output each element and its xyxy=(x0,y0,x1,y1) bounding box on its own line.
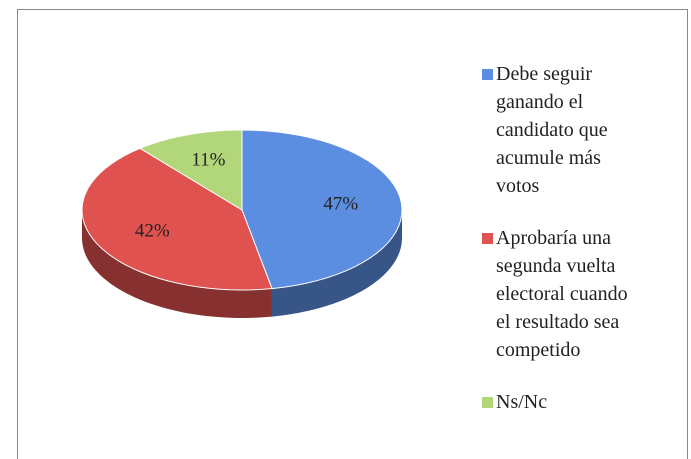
legend-label: Aprobaría una segunda vuelta electoral c… xyxy=(496,227,628,361)
legend-label: Debe seguir ganando el candidato que acu… xyxy=(496,63,608,197)
chart-border xyxy=(17,9,688,459)
pie-side xyxy=(271,210,402,317)
data-label: 11% xyxy=(191,149,225,170)
legend-swatch xyxy=(482,233,493,244)
data-label: 42% xyxy=(135,220,170,241)
legend-swatch xyxy=(482,397,493,408)
legend: Debe seguir ganando el candidato que acu… xyxy=(482,60,646,416)
legend-swatch xyxy=(482,69,493,80)
pie-slice xyxy=(81,147,273,291)
legend-item: Aprobaría una segunda vuelta electoral c… xyxy=(482,224,646,364)
data-label: 47% xyxy=(323,193,358,214)
legend-item: Ns/Nc xyxy=(482,388,646,416)
pie-slice xyxy=(138,129,243,211)
pie-slice xyxy=(241,129,403,290)
legend-label: Ns/Nc xyxy=(496,391,548,413)
pie-side xyxy=(82,210,272,318)
legend-item: Debe seguir ganando el candidato que acu… xyxy=(482,60,646,200)
